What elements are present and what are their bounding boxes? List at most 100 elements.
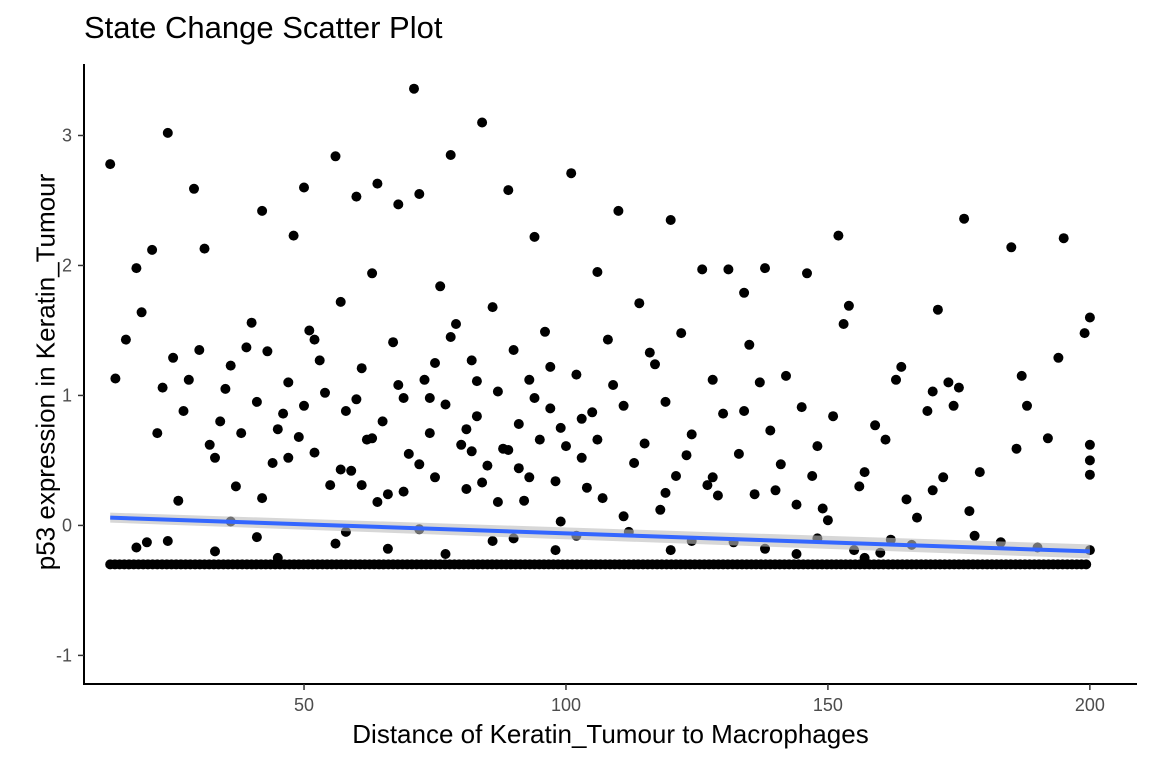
scatter-point (969, 530, 980, 541)
scatter-point (775, 459, 786, 470)
scatter-point (178, 406, 189, 416)
scatter-point (676, 328, 687, 339)
scatter-point (932, 304, 943, 315)
x-ticks: 50 100 150 200 (294, 684, 1105, 715)
scatter-point (1084, 455, 1095, 466)
scatter-point (927, 485, 938, 496)
trend-line (110, 515, 1090, 554)
scatter-point (618, 511, 629, 522)
scatter-point (183, 374, 194, 385)
scatter-point (587, 407, 598, 418)
x-axis-label: Distance of Keratin_Tumour to Macrophage… (352, 719, 869, 749)
scatter-point (545, 361, 556, 372)
y-tick-label: 3 (62, 125, 72, 145)
scatter-point (330, 151, 341, 162)
y-ticks: -1 0 1 2 3 (56, 125, 84, 665)
scatter-point (424, 393, 435, 403)
scatter-point (440, 549, 451, 559)
scatter-point (524, 472, 535, 483)
scatter-point (581, 482, 592, 493)
scatter-point (304, 325, 315, 336)
y-tick-label: 2 (62, 255, 72, 275)
scatter-point (571, 369, 582, 380)
scatter-point (760, 263, 770, 274)
scatter-point (131, 542, 142, 553)
scatter-point (1016, 370, 1027, 381)
scatter-point (660, 487, 671, 498)
scatter-point (896, 361, 907, 372)
scatter-point (545, 403, 556, 414)
scatter-point (309, 334, 320, 345)
scatter-point (461, 424, 472, 435)
scatter-point (346, 465, 357, 476)
scatter-point (718, 408, 729, 419)
scatter-point (665, 215, 676, 225)
scatter-point (681, 450, 692, 461)
scatter-point (419, 374, 430, 385)
scatter-point (398, 393, 409, 403)
scatter-point (822, 515, 833, 526)
scatter-point (781, 370, 791, 381)
scatter-point (351, 394, 362, 405)
scatter-point (1081, 559, 1092, 570)
scatter-point (246, 317, 257, 328)
scatter-point (372, 497, 383, 507)
scatter-point (278, 408, 289, 419)
scatter-point (739, 406, 750, 416)
scatter-point (461, 484, 472, 494)
scatter-point (660, 396, 671, 407)
scatter-point (199, 243, 210, 254)
scatter-point (576, 413, 587, 424)
scatter-point (309, 447, 320, 458)
scatter-point (241, 342, 252, 353)
scatter-point (152, 428, 163, 439)
scatter-point (451, 319, 461, 329)
scatter-point (293, 432, 304, 442)
scatter-point (519, 495, 530, 506)
scatter-point (943, 377, 954, 388)
scatter-point (1084, 312, 1095, 323)
scatter-point (843, 300, 854, 311)
scatter-point (613, 205, 624, 216)
scatter-point (388, 337, 399, 348)
scatter-point (351, 191, 362, 202)
scatter-point (707, 472, 718, 483)
scatter-point (529, 393, 540, 403)
scatter-point (257, 205, 268, 216)
y-tick-label: 0 (62, 515, 72, 535)
scatter-point (870, 420, 881, 431)
scatter-point (141, 537, 152, 548)
scatter-point (634, 298, 645, 309)
scatter-point (828, 411, 839, 422)
scatter-point (299, 182, 309, 193)
scatter-point (959, 213, 970, 224)
scatter-point (120, 334, 131, 345)
scatter-point (513, 419, 524, 429)
scatter-point (1006, 242, 1017, 253)
scatter-point (257, 493, 268, 504)
scatter-point (686, 429, 697, 440)
scatter-point (105, 159, 116, 170)
scatter-point (356, 480, 367, 491)
scatter-point (1079, 328, 1090, 339)
scatter-point (466, 446, 477, 457)
scatter-point (754, 377, 765, 388)
scatter-point (372, 178, 383, 189)
scatter-point (471, 376, 482, 387)
scatter-point (382, 543, 393, 554)
scatter-point (340, 406, 351, 416)
scatter-point (168, 352, 179, 363)
scatter-point (671, 471, 681, 481)
scatter-point (430, 472, 440, 483)
scatter-point (817, 503, 828, 514)
scatter-point (262, 346, 273, 357)
scatter-point (529, 231, 540, 242)
scatter-point (1053, 352, 1064, 363)
points-layer (105, 83, 1095, 570)
scatter-point (283, 377, 294, 388)
scatter-point (131, 263, 142, 274)
scatter-point (891, 374, 901, 385)
scatter-point (215, 416, 226, 427)
scatter-point (854, 481, 865, 492)
